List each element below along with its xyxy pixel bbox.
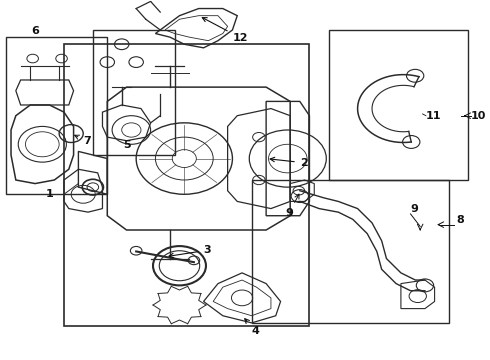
Text: 10: 10 (471, 111, 486, 121)
Bar (93, 30, 174, 155)
Bar (329, 30, 468, 180)
Text: 6: 6 (31, 26, 39, 36)
Circle shape (130, 247, 142, 255)
Text: 11: 11 (426, 111, 441, 121)
Text: 1: 1 (46, 189, 53, 199)
Text: 8: 8 (456, 215, 464, 225)
Text: 2: 2 (270, 157, 308, 168)
Text: 5: 5 (122, 140, 130, 150)
Text: 12: 12 (202, 18, 248, 43)
Text: 3: 3 (169, 245, 211, 258)
Bar (252, 180, 449, 323)
Text: 4: 4 (245, 319, 260, 336)
Text: 9: 9 (411, 204, 418, 214)
Bar (64, 44, 310, 327)
Bar (6, 37, 107, 194)
Text: 9: 9 (285, 194, 299, 218)
Text: 7: 7 (74, 135, 91, 146)
Circle shape (188, 256, 200, 265)
